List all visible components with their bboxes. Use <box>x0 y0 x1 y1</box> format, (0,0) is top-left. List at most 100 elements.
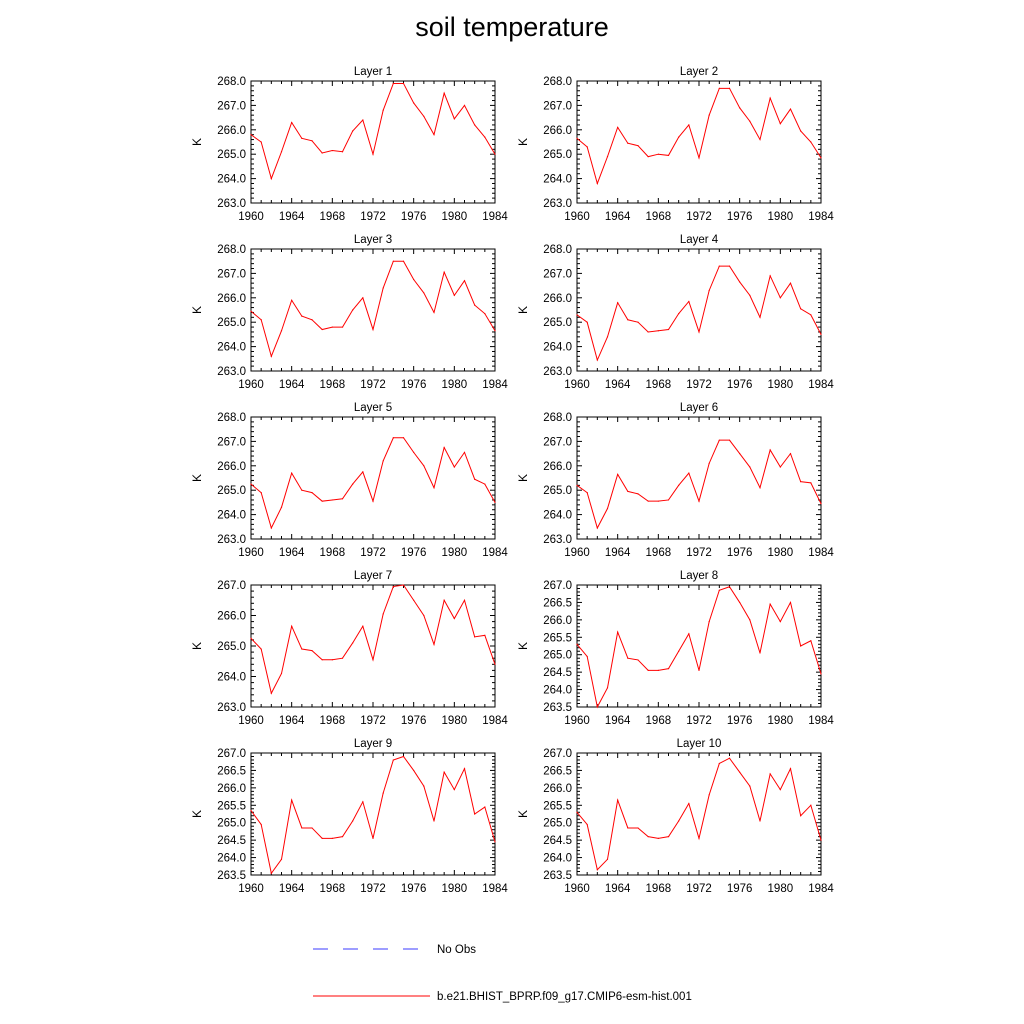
data-point <box>433 820 435 822</box>
data-point <box>576 811 578 813</box>
panel-layer-9: Layer 9 K 1960 1964 1968 1972 1976 1980 1984 263.… <box>190 738 508 895</box>
data-point <box>667 499 670 501</box>
y-tick-label: 267.0 <box>543 748 572 760</box>
data-point <box>637 321 639 323</box>
data-point <box>463 451 466 453</box>
y-tick-label: 268.0 <box>217 76 246 88</box>
data-point <box>494 153 496 155</box>
data-point <box>453 617 455 620</box>
data-point <box>637 827 639 829</box>
data-point <box>688 300 690 303</box>
data-point <box>739 771 741 773</box>
data-point <box>362 625 364 627</box>
data-point <box>800 130 802 132</box>
data-point <box>779 297 781 299</box>
data-point <box>779 123 781 125</box>
data-point <box>657 153 659 155</box>
data-point <box>250 310 252 312</box>
panel-layer-6: Layer 6 K 1960 1964 1968 1972 1976 1980 1984 263.… <box>516 402 834 559</box>
data-point <box>800 308 802 310</box>
y-tick-label: 264.5 <box>543 835 572 847</box>
data-point <box>739 601 741 604</box>
data-point <box>718 439 720 441</box>
data-point <box>779 621 781 623</box>
data-point <box>576 484 578 486</box>
data-point <box>627 827 629 829</box>
figure-title: soil temperature <box>415 12 609 42</box>
data-point <box>728 586 731 588</box>
data-point <box>392 759 394 761</box>
data-point <box>280 330 283 332</box>
data-point <box>352 820 354 822</box>
x-tick-label: 1984 <box>482 547 508 559</box>
data-point <box>800 815 802 817</box>
data-point <box>698 837 700 840</box>
y-tick-label: 266.0 <box>543 293 572 305</box>
data-point <box>728 265 731 267</box>
data-point <box>453 789 455 791</box>
data-point <box>484 136 486 138</box>
data-point <box>718 87 720 89</box>
data-point <box>688 472 690 474</box>
data-point <box>627 319 629 321</box>
data-point <box>678 136 680 138</box>
data-point <box>749 785 751 787</box>
data-point <box>810 482 812 484</box>
data-point <box>301 315 303 317</box>
data-point <box>402 755 405 758</box>
data-point <box>280 858 283 860</box>
data-point <box>362 297 364 299</box>
data-point <box>484 806 486 808</box>
data-point <box>301 489 303 491</box>
data-point <box>331 837 333 840</box>
x-tick-label: 1960 <box>564 547 590 559</box>
data-point <box>718 589 720 591</box>
y-axis-label: K <box>516 138 530 146</box>
data-point <box>382 460 384 462</box>
data-point <box>270 527 272 529</box>
data-point <box>484 483 486 485</box>
x-tick-label: 1984 <box>808 547 834 559</box>
data-point <box>270 692 272 694</box>
data-point <box>474 478 476 480</box>
y-tick-label: 265.0 <box>217 818 246 830</box>
data-point <box>647 836 649 838</box>
x-tick-label: 1964 <box>605 379 631 391</box>
data-point <box>382 287 384 289</box>
x-tick-label: 1964 <box>279 547 305 559</box>
y-tick-label: 264.0 <box>217 510 246 522</box>
data-point <box>362 119 364 121</box>
data-point <box>810 804 812 806</box>
data-point <box>606 336 609 338</box>
data-point <box>637 145 639 147</box>
y-tick-label: 267.0 <box>217 268 246 280</box>
y-tick-label: 264.0 <box>543 853 572 865</box>
x-tick-label: 1964 <box>605 211 631 223</box>
y-tick-label: 264.0 <box>543 342 572 354</box>
data-point <box>739 107 741 109</box>
data-point <box>362 471 364 473</box>
x-tick-label: 1984 <box>482 211 508 223</box>
y-tick-label: 265.5 <box>217 800 246 812</box>
panel-title: Layer 10 <box>677 738 722 750</box>
data-point <box>698 500 700 502</box>
panel-layer-3: Layer 3 K 1960 1964 1968 1972 1976 1980 1984 263.… <box>190 234 508 391</box>
x-tick-label: 1976 <box>727 211 753 223</box>
y-tick-label: 267.0 <box>217 580 246 592</box>
data-point <box>280 506 283 508</box>
panel-layer-10: Layer 10 K 1960 1964 1968 1972 1976 1980 1984 263… <box>516 738 834 895</box>
y-tick-label: 265.0 <box>543 485 572 497</box>
data-point <box>627 490 629 493</box>
data-point <box>382 109 384 111</box>
data-point <box>678 313 680 315</box>
x-tick-label: 1980 <box>768 379 794 391</box>
data-point <box>779 789 781 791</box>
data-point <box>596 359 598 361</box>
data-point <box>494 501 496 503</box>
y-axis-label: K <box>190 810 204 818</box>
y-axis-label: K <box>190 474 204 482</box>
data-point <box>382 792 384 794</box>
x-tick-label: 1968 <box>320 883 346 895</box>
data-point <box>769 97 771 99</box>
